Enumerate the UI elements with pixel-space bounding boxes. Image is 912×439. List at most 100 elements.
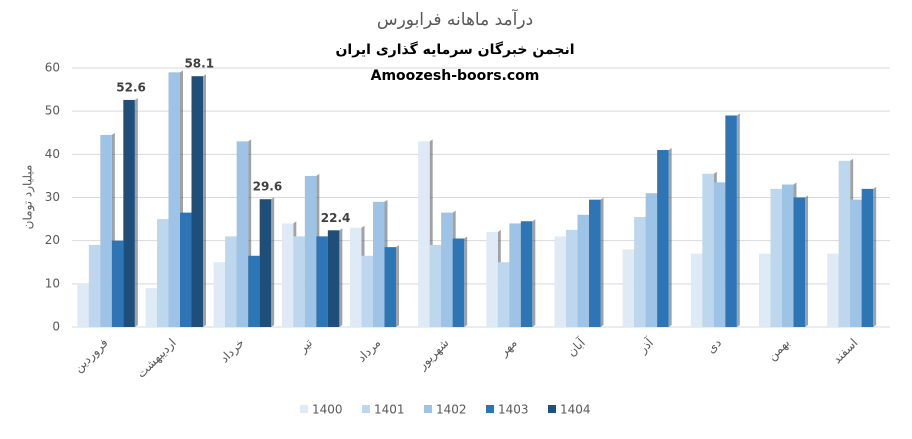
- subtitle: انجمن خبرگان سرمایه گذاری ایران: [335, 41, 574, 58]
- bar: [384, 247, 396, 327]
- bar: [645, 193, 658, 327]
- bar: [350, 227, 362, 327]
- bar: [429, 244, 442, 327]
- bar: [213, 262, 226, 327]
- data-label: 22.4: [321, 211, 351, 225]
- bar: [861, 188, 874, 327]
- bar: [520, 221, 533, 327]
- bar: [509, 223, 521, 327]
- y-tick-label: 30: [45, 190, 60, 204]
- legend-swatch: [424, 405, 432, 413]
- bar: [100, 134, 112, 327]
- x-tick-label: آذر: [634, 335, 657, 358]
- website: Amoozesh-boors.com: [371, 68, 540, 84]
- bar: [373, 201, 385, 327]
- x-tick-label: آبان: [564, 335, 589, 360]
- legend-label: 1401: [374, 403, 405, 417]
- bar: [316, 236, 328, 327]
- bar: [77, 283, 89, 327]
- legend-label: 1400: [312, 403, 343, 417]
- x-tick-label: خرداد: [217, 336, 247, 366]
- bar-side: [134, 97, 138, 328]
- bar: [690, 253, 703, 327]
- y-tick-label: 20: [45, 233, 60, 247]
- bar: [713, 182, 726, 327]
- bar-side: [396, 245, 399, 327]
- legend-label: 1403: [498, 403, 529, 417]
- data-label: 58.1: [184, 57, 214, 71]
- bar-side: [271, 197, 275, 327]
- bar: [577, 214, 589, 327]
- x-tick-label: اردیبهشت: [134, 336, 180, 382]
- y-axis-label: میلیارد تومان: [21, 165, 36, 230]
- bar: [248, 255, 260, 327]
- bar: [850, 199, 862, 327]
- bar: [236, 141, 249, 327]
- x-tick-label: دی: [704, 336, 724, 356]
- bar: [827, 253, 839, 327]
- legend-swatch: [362, 405, 370, 413]
- bar: [838, 160, 851, 327]
- bar: [145, 288, 157, 327]
- bar: [293, 236, 305, 327]
- data-label: 52.6: [116, 80, 146, 94]
- x-tick-label: فروردین: [71, 336, 111, 376]
- bar: [281, 223, 294, 327]
- x-tick-label: بهمن: [765, 336, 793, 364]
- bar: [441, 212, 453, 327]
- x-tick-label: شهریور: [414, 336, 452, 374]
- y-tick-label: 0: [52, 320, 60, 334]
- bar: [589, 199, 601, 327]
- legend-swatch: [548, 405, 556, 413]
- chart-title: درآمد ماهانه فرابورس: [377, 8, 533, 30]
- bar: [418, 141, 430, 327]
- x-tick-label: تیر: [295, 336, 316, 357]
- bar: [702, 173, 714, 327]
- bar: [452, 238, 465, 327]
- bar: [759, 253, 771, 327]
- legend-label: 1402: [436, 403, 467, 417]
- bar: [566, 229, 578, 327]
- x-tick-label: مرداد: [354, 336, 384, 366]
- y-tick-label: 50: [45, 104, 60, 118]
- bar-side: [805, 195, 808, 327]
- bar: [770, 188, 782, 327]
- bar: [111, 240, 124, 327]
- x-tick-label: مهر: [496, 336, 520, 360]
- bar: [361, 255, 373, 327]
- bar: [123, 99, 135, 328]
- data-label: 29.6: [253, 180, 283, 194]
- bar: [304, 175, 317, 327]
- bar: [793, 197, 805, 327]
- legend-swatch: [486, 405, 494, 413]
- bar-side: [203, 74, 206, 328]
- bar-side: [464, 236, 468, 327]
- bar: [497, 262, 510, 327]
- legend-label: 1404: [560, 403, 591, 417]
- bar: [327, 230, 340, 327]
- bar-side: [339, 228, 343, 327]
- bar: [622, 249, 635, 327]
- bar: [168, 72, 180, 327]
- bar: [191, 76, 203, 328]
- bar-side: [873, 186, 877, 327]
- bar-side: [668, 148, 672, 327]
- bar: [259, 199, 272, 327]
- bar: [180, 212, 192, 327]
- y-tick-label: 40: [45, 147, 60, 161]
- bar: [554, 236, 566, 327]
- bar: [88, 244, 101, 327]
- bar: [225, 236, 237, 327]
- bar: [634, 216, 646, 327]
- bar: [725, 115, 737, 327]
- y-tick-label: 10: [45, 276, 60, 290]
- bar-side: [532, 219, 536, 327]
- bar: [157, 219, 169, 327]
- bar-side: [600, 197, 604, 327]
- y-tick-label: 60: [45, 61, 60, 75]
- bar: [782, 184, 794, 327]
- bar-side: [736, 113, 740, 327]
- bar: [657, 150, 669, 327]
- x-tick-label: اسفند: [830, 336, 861, 367]
